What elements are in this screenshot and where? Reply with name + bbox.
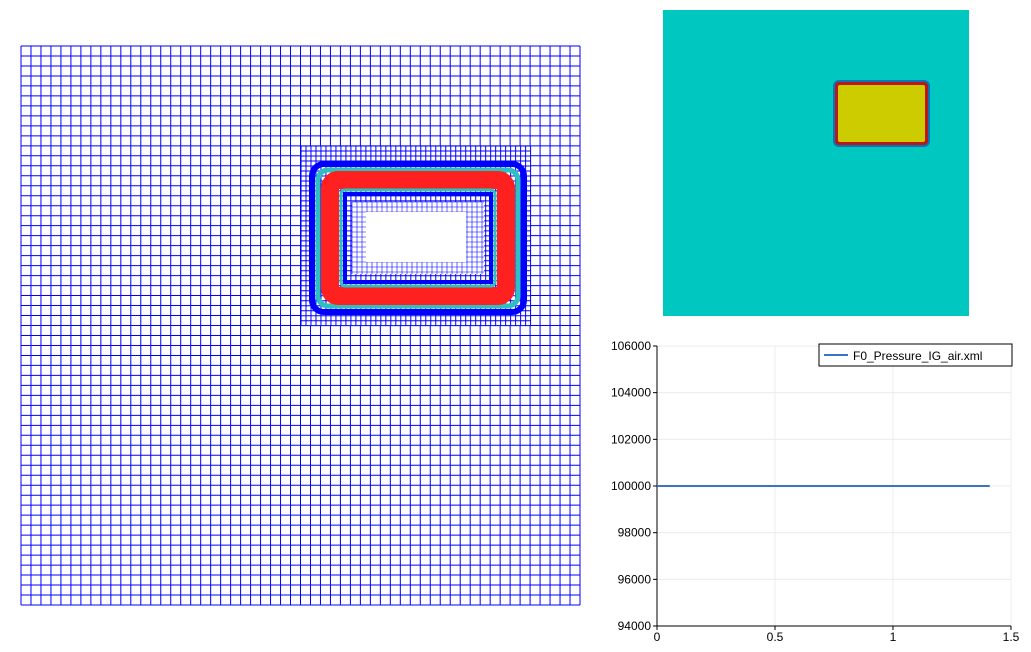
- y-tick-label: 104000: [611, 386, 651, 400]
- field-background: [663, 10, 969, 316]
- y-tick-label: 94000: [618, 619, 652, 633]
- x-tick-label: 1: [890, 630, 897, 644]
- legend-label: F0_Pressure_IG_air.xml: [853, 349, 982, 363]
- band-transition: [315, 167, 521, 309]
- x-tick-label: 1.5: [1003, 630, 1020, 644]
- field-inclusion: [838, 85, 925, 142]
- mesh-interface-band: [309, 161, 527, 315]
- band-center-void: [366, 212, 466, 262]
- legend-box: [818, 343, 1013, 367]
- band-core: [321, 171, 515, 305]
- mesh-view: [20, 45, 581, 606]
- y-tick-label: 98000: [618, 526, 652, 540]
- line-plot: 94000 96000 98000 100000 102000 104000 106000 0…: [611, 339, 1020, 644]
- y-tick-label: 102000: [611, 432, 651, 446]
- band-outer-edge: [309, 161, 527, 315]
- x-tick-label: 0: [654, 630, 661, 644]
- y-tick-label: 100000: [611, 479, 651, 493]
- plot-legend: F0_Pressure_IG_air.xml: [818, 343, 1013, 367]
- x-tick-label: 0.5: [767, 630, 784, 644]
- band-inner-edge: [343, 192, 493, 284]
- band-inner-transition: [339, 188, 497, 288]
- y-tick-label: 106000: [611, 339, 651, 353]
- y-tick-label: 96000: [618, 572, 652, 586]
- plot-ticks: 94000 96000 98000 100000 102000 104000 106000 0…: [611, 339, 1020, 644]
- field-view: [663, 10, 969, 316]
